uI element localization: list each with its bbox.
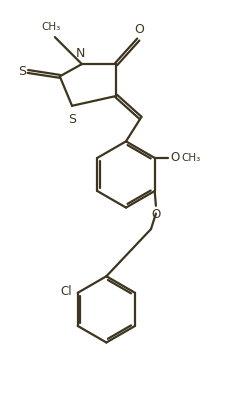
Text: O: O <box>151 208 161 221</box>
Text: N: N <box>76 47 85 60</box>
Text: CH₃: CH₃ <box>182 153 201 163</box>
Text: O: O <box>135 23 144 36</box>
Text: Cl: Cl <box>60 285 72 298</box>
Text: S: S <box>68 113 76 126</box>
Text: S: S <box>18 65 26 78</box>
Text: O: O <box>170 151 179 164</box>
Text: CH₃: CH₃ <box>42 22 61 32</box>
